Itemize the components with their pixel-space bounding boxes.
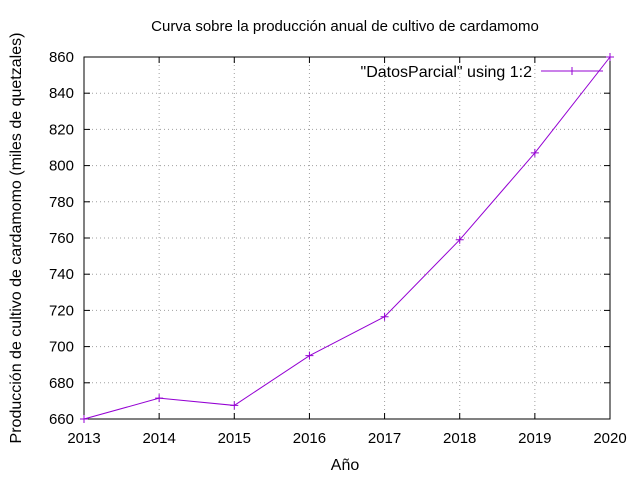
data-point (230, 401, 239, 410)
y-tick-label: 740 (49, 266, 74, 283)
x-axis-label: Año (331, 457, 360, 474)
y-tick-label: 860 (49, 49, 74, 66)
y-tick-label: 720 (49, 302, 74, 319)
data-point (380, 312, 389, 321)
x-tick-label: 2015 (218, 430, 251, 447)
x-tick-label: 2013 (67, 430, 100, 447)
data-point (530, 148, 539, 157)
legend-marker (568, 67, 576, 75)
y-tick-label: 680 (49, 375, 74, 392)
chart-title: Curva sobre la producción anual de culti… (151, 18, 539, 35)
x-tick-label: 2014 (142, 430, 175, 447)
x-tick-label: 2017 (368, 430, 401, 447)
legend-label: "DatosParcial" using 1:2 (361, 64, 533, 81)
data-point (305, 351, 314, 360)
grid (84, 57, 610, 419)
x-tick-label: 2020 (593, 430, 626, 447)
data-point (80, 415, 88, 423)
x-tick-label: 2019 (518, 430, 551, 447)
y-axis-tick-labels: 660 680 700 720 740 760 780 800 820 840 860 (49, 49, 74, 428)
legend: "DatosParcial" using 1:2 (361, 64, 603, 81)
x-axis-tick-labels: 2013 2014 2015 2016 2017 2018 2019 2020 (67, 430, 626, 447)
x-tick-label: 2016 (293, 430, 326, 447)
y-tick-label: 840 (49, 85, 74, 102)
y-tick-label: 660 (49, 411, 74, 428)
y-tick-label: 820 (49, 121, 74, 138)
series-line (83, 56, 611, 420)
x-tick-label: 2018 (443, 430, 476, 447)
data-point (606, 53, 614, 61)
y-tick-label: 800 (49, 158, 74, 175)
y-axis-label: Producción de cultivo de cardamomo (mile… (8, 33, 25, 444)
series (80, 53, 614, 423)
data-point (455, 235, 464, 244)
data-point (155, 394, 164, 403)
y-tick-label: 700 (49, 339, 74, 356)
plot-frame (83, 56, 611, 420)
y-tick-label: 760 (49, 230, 74, 247)
axis-ticks (83, 56, 611, 420)
y-tick-label: 780 (49, 194, 74, 211)
